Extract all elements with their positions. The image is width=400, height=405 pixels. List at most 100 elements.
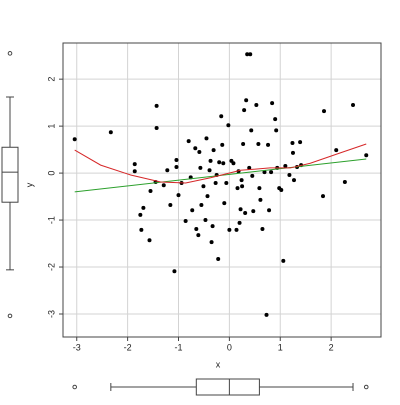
point xyxy=(274,128,279,133)
point xyxy=(199,203,204,208)
outlier xyxy=(363,384,369,390)
point xyxy=(186,139,191,144)
point xyxy=(248,52,253,57)
y-tick-label: -3 xyxy=(46,310,56,318)
point xyxy=(148,188,153,193)
y-tick-label: 2 xyxy=(46,77,56,82)
y-axis-label: y xyxy=(24,182,34,187)
point xyxy=(364,153,369,158)
point xyxy=(237,220,242,225)
point xyxy=(241,141,246,146)
point xyxy=(258,197,263,202)
point xyxy=(351,102,356,107)
point xyxy=(219,114,224,119)
point xyxy=(322,109,327,114)
y-tick-label: 1 xyxy=(46,124,56,129)
fit-line xyxy=(74,143,367,184)
point xyxy=(138,212,143,217)
point xyxy=(176,193,181,198)
point xyxy=(224,180,229,185)
point xyxy=(201,184,206,189)
point xyxy=(174,157,179,162)
point xyxy=(250,173,255,178)
x-tick-label: -2 xyxy=(124,342,132,352)
point xyxy=(208,158,213,163)
x-tick-label: 2 xyxy=(329,342,334,352)
point xyxy=(242,108,247,113)
point xyxy=(213,180,218,185)
point xyxy=(247,165,252,170)
point xyxy=(283,164,288,169)
point xyxy=(221,161,226,166)
point xyxy=(256,141,261,146)
point xyxy=(108,130,113,135)
x-tick-label: -1 xyxy=(174,342,182,352)
x-tick-label: 0 xyxy=(227,342,232,352)
point xyxy=(279,188,284,192)
point xyxy=(262,170,267,175)
point xyxy=(172,269,177,274)
point xyxy=(239,178,244,183)
point xyxy=(290,141,295,146)
point xyxy=(235,186,240,191)
point xyxy=(216,257,221,262)
box xyxy=(195,378,260,396)
point xyxy=(290,150,295,155)
plot-frame xyxy=(62,42,382,338)
point xyxy=(267,208,272,213)
point xyxy=(147,238,152,243)
point xyxy=(194,226,199,231)
point xyxy=(205,194,210,199)
point xyxy=(245,52,250,57)
y-tick-label: 0 xyxy=(46,171,56,176)
point xyxy=(203,218,208,223)
point xyxy=(251,209,256,214)
point xyxy=(198,165,203,170)
point xyxy=(165,168,170,173)
point xyxy=(334,148,339,153)
y-tick-label: -1 xyxy=(46,216,56,224)
point xyxy=(260,226,265,231)
point xyxy=(249,128,254,133)
point xyxy=(273,117,278,122)
point xyxy=(141,205,146,210)
outlier xyxy=(7,51,13,56)
point xyxy=(298,140,303,145)
outlier xyxy=(72,384,78,390)
x-tick-label: 1 xyxy=(278,342,283,352)
point xyxy=(168,203,173,208)
y-tick-label: -2 xyxy=(46,263,56,271)
point xyxy=(254,102,259,107)
point xyxy=(238,207,243,212)
point xyxy=(132,169,137,174)
point xyxy=(196,233,201,238)
point xyxy=(231,161,236,166)
box xyxy=(1,146,19,203)
point xyxy=(209,240,214,245)
point xyxy=(139,227,144,232)
point xyxy=(227,227,232,232)
point xyxy=(211,148,216,153)
point xyxy=(257,186,262,191)
point xyxy=(161,183,166,188)
point xyxy=(269,170,274,175)
point xyxy=(207,168,212,173)
point xyxy=(226,123,231,128)
point xyxy=(204,136,209,141)
x-tick-label: -3 xyxy=(73,342,81,352)
point xyxy=(190,208,195,213)
point xyxy=(320,194,325,199)
point xyxy=(342,180,347,185)
point xyxy=(197,149,202,154)
point xyxy=(244,98,249,103)
point xyxy=(234,227,239,232)
point xyxy=(264,312,269,317)
point xyxy=(287,172,292,177)
point xyxy=(132,162,137,167)
point xyxy=(281,258,286,263)
point xyxy=(240,184,245,189)
outlier xyxy=(7,313,13,319)
point xyxy=(270,101,275,106)
point xyxy=(154,103,159,108)
